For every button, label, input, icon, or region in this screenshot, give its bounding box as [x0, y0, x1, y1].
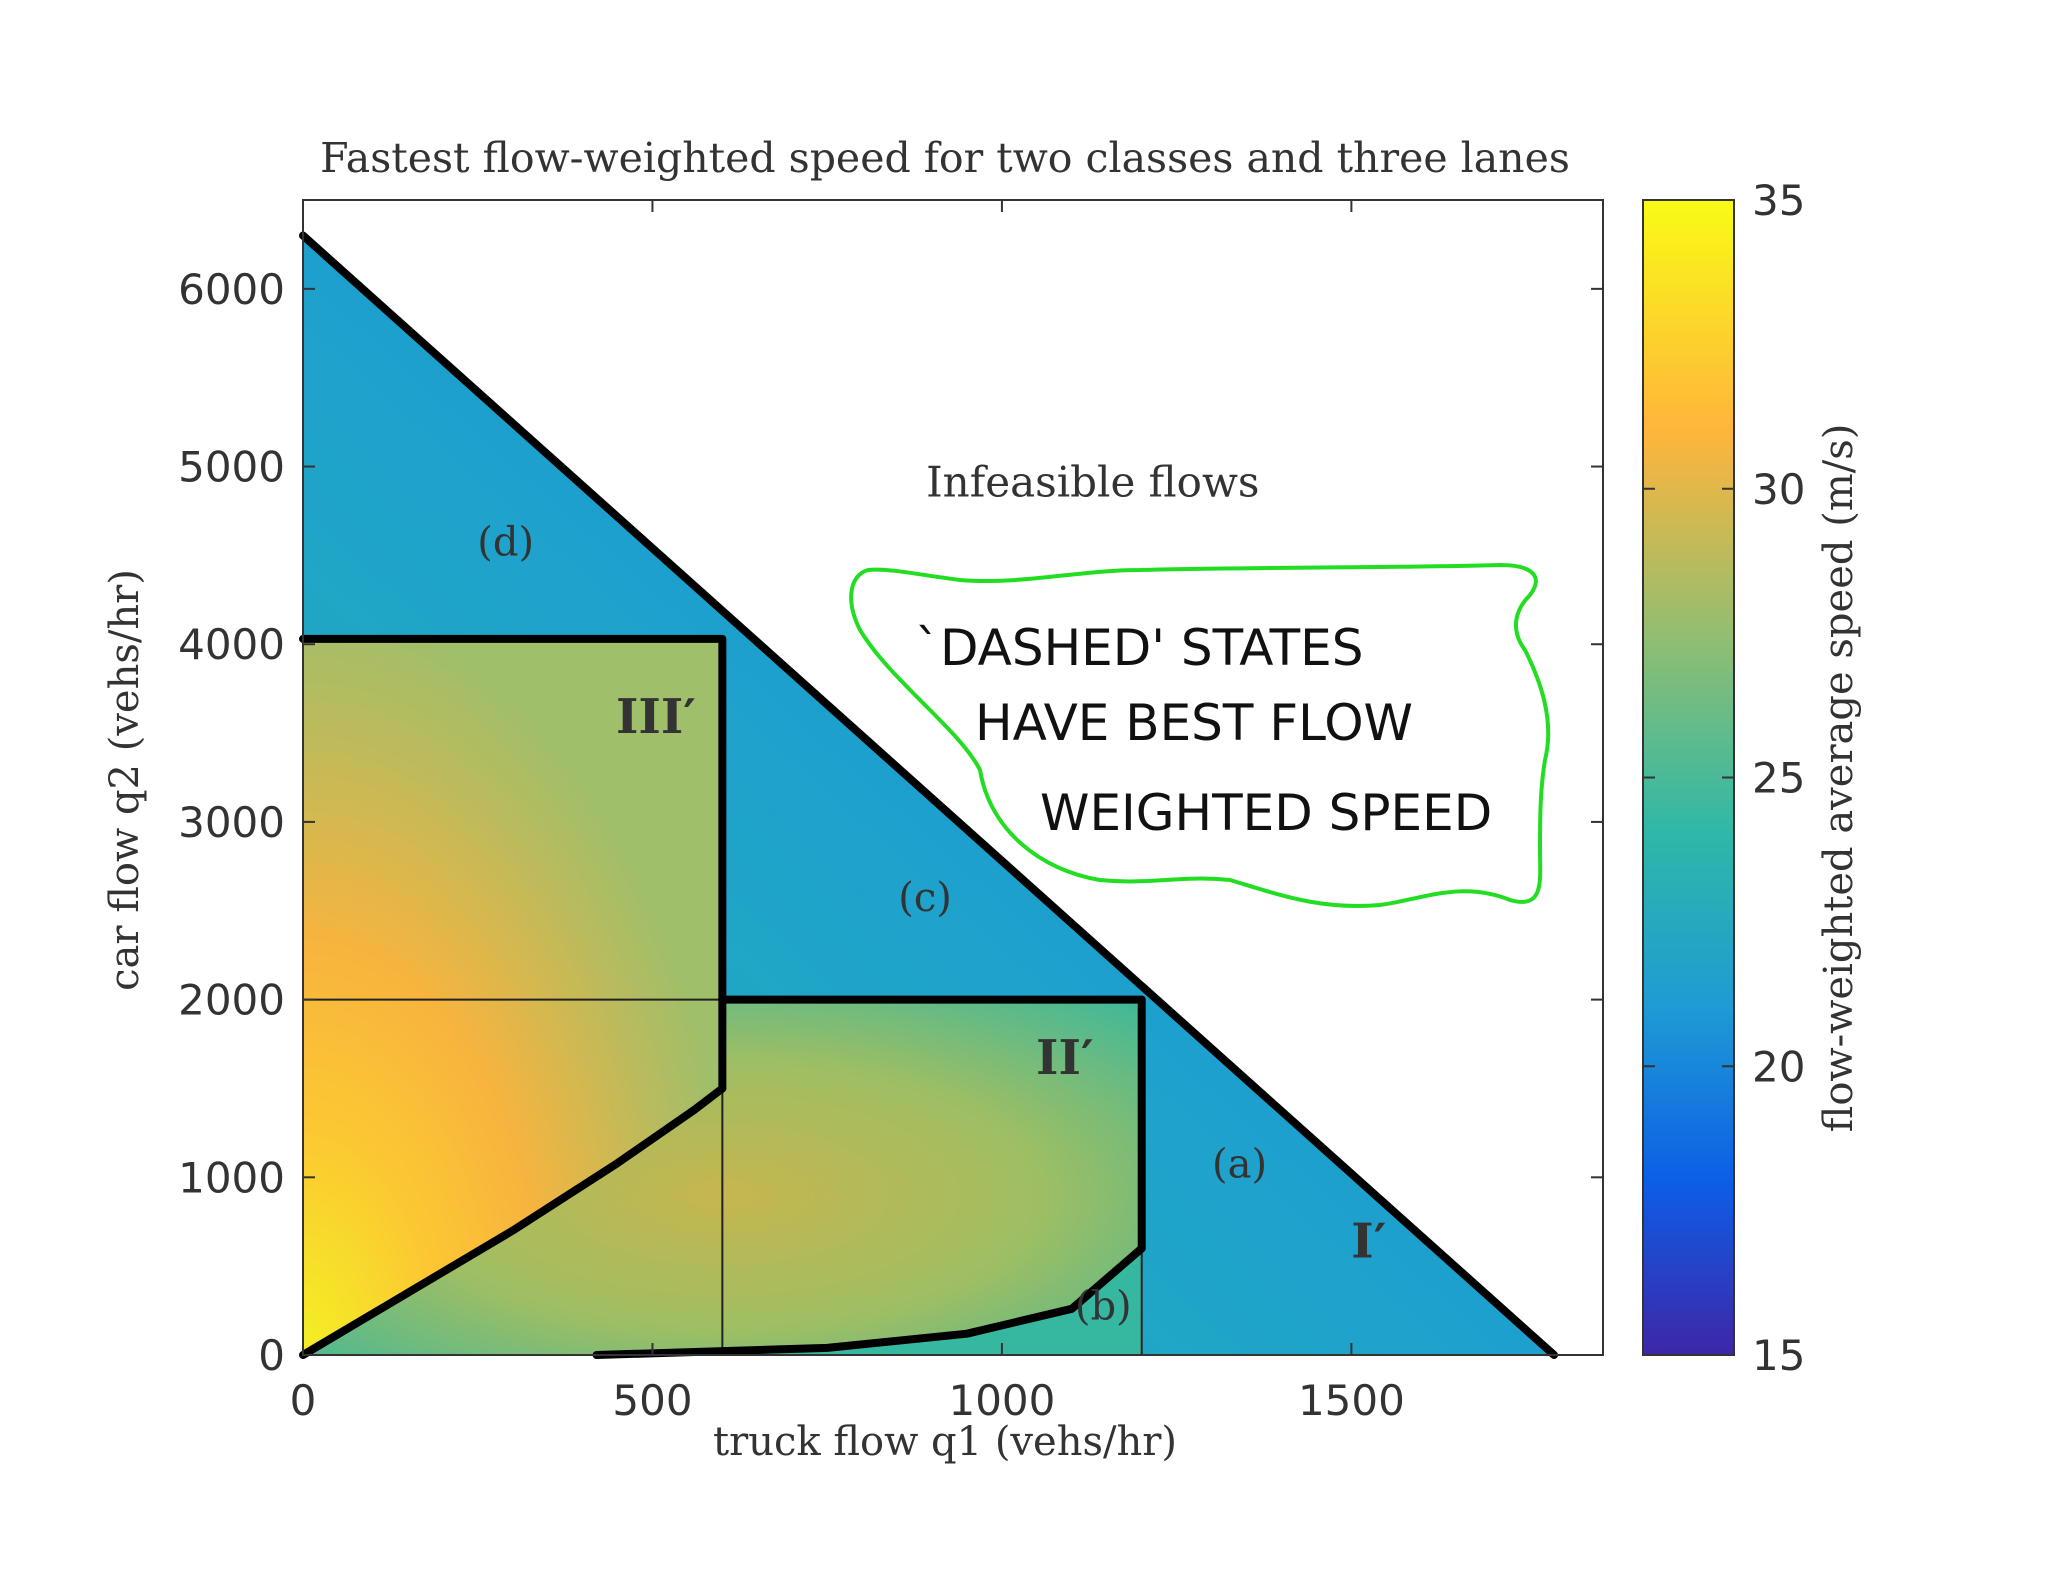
note-line: `DASHED' STATES — [915, 619, 1364, 677]
y-tick-label: 5000 — [178, 443, 285, 492]
note-line: HAVE BEST FLOW — [975, 694, 1413, 752]
region-label: I′ — [1351, 1213, 1386, 1269]
region-label: III′ — [616, 689, 696, 745]
region-labels: (d) III′ (c) II′ (a) I′ (b) — [477, 519, 1386, 1329]
note-outline — [849, 562, 1551, 908]
annotations: Infeasible flows — [926, 458, 1259, 507]
x-axis-label: truck flow q1 (vehs/hr) — [713, 1419, 1177, 1465]
chart-title: Fastest flow-weighted speed for two clas… — [320, 134, 1570, 182]
y-tick-labels: 0 1000 2000 3000 4000 5000 6000 — [178, 265, 285, 1380]
y-tick-label: 0 — [258, 1331, 285, 1380]
annotation-infeasible-flows: Infeasible flows — [926, 458, 1259, 507]
colorbar-gradient — [1642, 199, 1735, 1356]
y-axis-label: car flow q2 (vehs/hr) — [102, 569, 148, 991]
region-label: (c) — [898, 875, 952, 921]
handwritten-note: `DASHED' STATES HAVE BEST FLOW WEIGHTED … — [849, 562, 1551, 908]
axis-ticks — [302, 200, 1603, 1356]
colorbar-tick-label: 35 — [1752, 176, 1805, 225]
colorbar-tick-labels: 15 20 25 30 35 — [1752, 176, 1805, 1380]
region-label: (d) — [477, 519, 534, 565]
thin-lines — [303, 998, 1143, 1355]
x-tick-label: 1500 — [1298, 1376, 1405, 1425]
y-tick-label: 3000 — [178, 798, 285, 847]
region-boundary — [718, 995, 1146, 1253]
y-tick-label: 4000 — [178, 620, 285, 669]
region-boundary — [299, 1084, 727, 1359]
region-boundary — [299, 634, 727, 1093]
y-tick-label: 1000 — [178, 1153, 285, 1202]
colorbar-ticks — [1643, 199, 1734, 1356]
colorbar-label: flow-weighted average speed (m/s) — [1816, 424, 1862, 1133]
note-line: WEIGHTED SPEED — [1040, 784, 1492, 842]
colorbar-tick-label: 20 — [1752, 1042, 1805, 1091]
colorbar-tick-label: 15 — [1752, 1331, 1805, 1380]
x-tick-label: 500 — [612, 1376, 692, 1425]
heat-region-left — [303, 638, 723, 1355]
region-boundaries — [299, 231, 1559, 1359]
colorbar-tick-label: 25 — [1752, 754, 1805, 803]
colorbar: 15 20 25 30 35 flow-weighted average speed (… — [1642, 176, 1862, 1380]
region-label: (b) — [1075, 1283, 1132, 1329]
feasibility-boundary — [299, 231, 1559, 1359]
plot-frame — [302, 199, 1604, 1356]
x-tick-label: 1000 — [948, 1376, 1055, 1425]
x-tick-label: 0 — [290, 1376, 317, 1425]
y-tick-label: 6000 — [178, 265, 285, 314]
region-boundary — [592, 1244, 1146, 1359]
region-label: II′ — [1036, 1030, 1094, 1086]
y-tick-label: 2000 — [178, 976, 285, 1025]
colorbar-tick-label: 30 — [1752, 465, 1805, 514]
x-tick-labels: 0 500 1000 1500 — [290, 1376, 1405, 1425]
region-label: (a) — [1212, 1141, 1267, 1187]
